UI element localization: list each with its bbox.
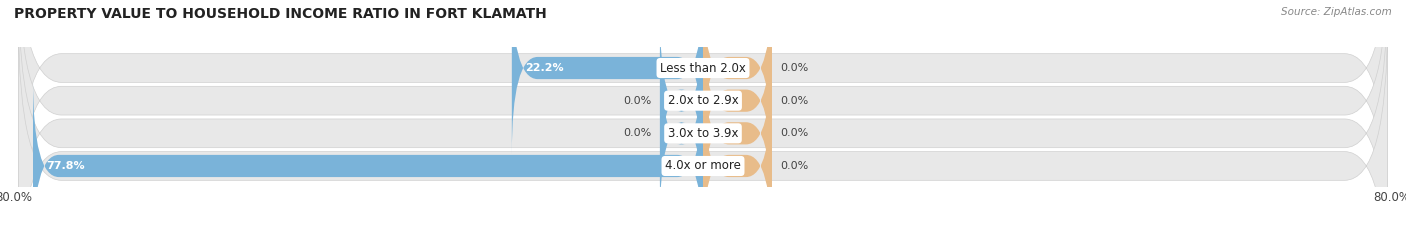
FancyBboxPatch shape — [18, 0, 1388, 234]
Text: 4.0x or more: 4.0x or more — [665, 160, 741, 172]
FancyBboxPatch shape — [18, 17, 1388, 234]
Text: Less than 2.0x: Less than 2.0x — [659, 62, 747, 74]
Text: PROPERTY VALUE TO HOUSEHOLD INCOME RATIO IN FORT KLAMATH: PROPERTY VALUE TO HOUSEHOLD INCOME RATIO… — [14, 7, 547, 21]
Text: 2.0x to 2.9x: 2.0x to 2.9x — [668, 94, 738, 107]
FancyBboxPatch shape — [703, 14, 772, 187]
Text: 3.0x to 3.9x: 3.0x to 3.9x — [668, 127, 738, 140]
Text: 0.0%: 0.0% — [780, 161, 808, 171]
FancyBboxPatch shape — [32, 79, 703, 234]
Text: 0.0%: 0.0% — [780, 63, 808, 73]
FancyBboxPatch shape — [659, 47, 703, 220]
FancyBboxPatch shape — [18, 0, 1388, 234]
Text: 22.2%: 22.2% — [524, 63, 564, 73]
FancyBboxPatch shape — [18, 0, 1388, 217]
Text: 0.0%: 0.0% — [780, 128, 808, 138]
FancyBboxPatch shape — [703, 47, 772, 220]
FancyBboxPatch shape — [659, 14, 703, 187]
Text: 0.0%: 0.0% — [780, 96, 808, 106]
Text: 0.0%: 0.0% — [623, 96, 651, 106]
FancyBboxPatch shape — [703, 0, 772, 155]
Text: Source: ZipAtlas.com: Source: ZipAtlas.com — [1281, 7, 1392, 17]
Text: 0.0%: 0.0% — [623, 128, 651, 138]
FancyBboxPatch shape — [703, 79, 772, 234]
FancyBboxPatch shape — [512, 0, 703, 155]
Text: 77.8%: 77.8% — [46, 161, 84, 171]
